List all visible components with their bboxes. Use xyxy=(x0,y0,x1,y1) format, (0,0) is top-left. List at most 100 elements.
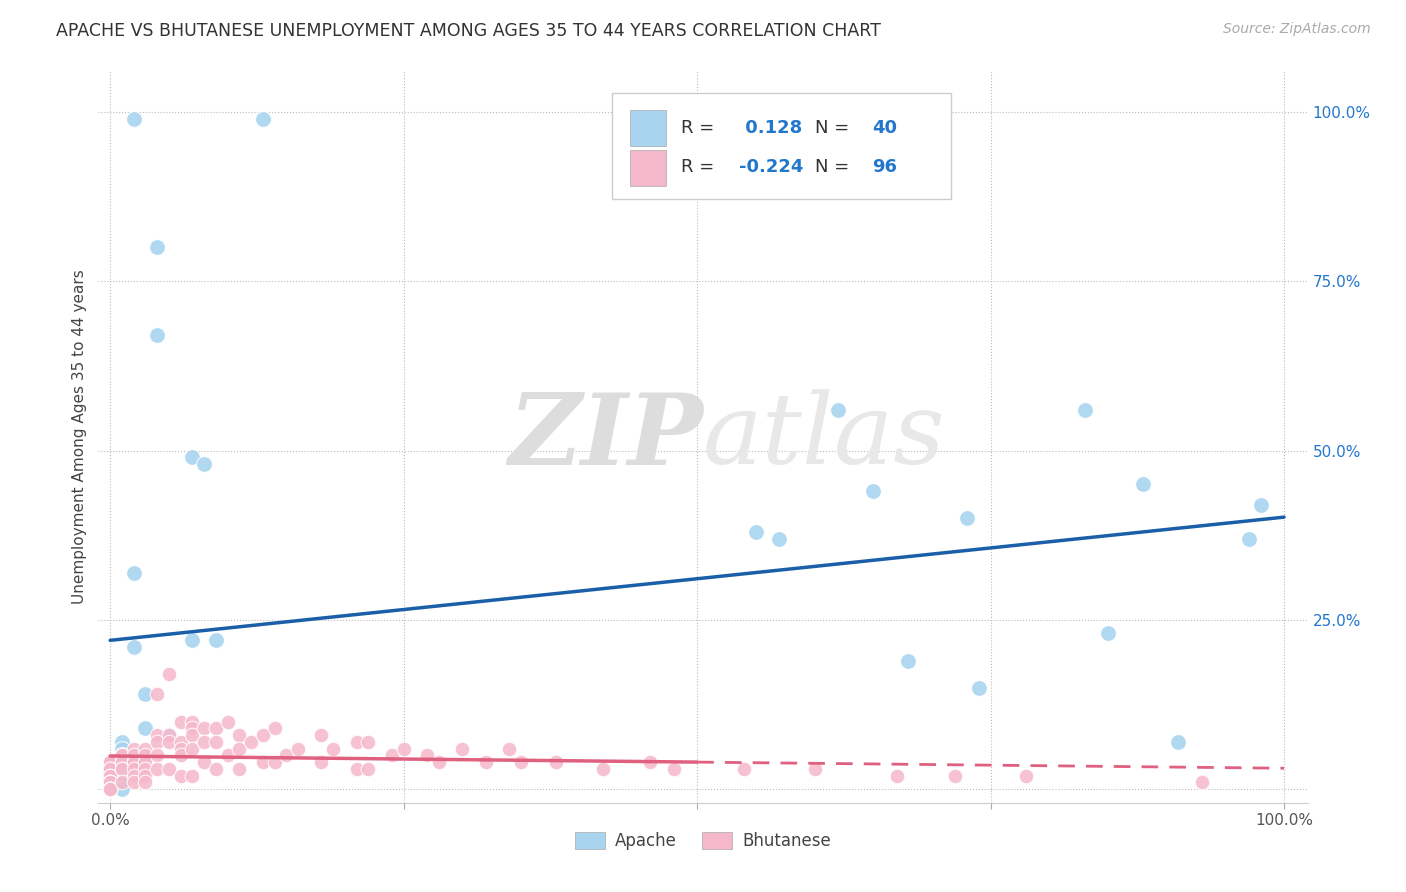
Point xyxy=(98,762,121,776)
Point xyxy=(1132,477,1154,491)
Point xyxy=(392,741,415,756)
Point xyxy=(111,748,134,763)
Point xyxy=(111,775,134,789)
FancyBboxPatch shape xyxy=(613,94,950,200)
Point xyxy=(98,769,121,783)
Point xyxy=(98,782,121,797)
Point xyxy=(381,748,404,763)
Point xyxy=(240,735,263,749)
Point xyxy=(122,741,145,756)
Point xyxy=(98,775,121,789)
Point xyxy=(956,511,979,525)
Point xyxy=(252,112,274,126)
Point xyxy=(357,762,380,776)
Point xyxy=(886,769,908,783)
Point xyxy=(357,735,380,749)
Point xyxy=(181,450,204,465)
Point xyxy=(157,735,180,749)
Point xyxy=(546,755,568,769)
Point xyxy=(157,667,180,681)
FancyBboxPatch shape xyxy=(630,111,665,146)
Point xyxy=(768,532,790,546)
Point xyxy=(98,762,121,776)
Point xyxy=(252,728,274,742)
Point xyxy=(98,769,121,783)
Point xyxy=(1073,403,1095,417)
Point xyxy=(98,775,121,789)
Point xyxy=(181,728,204,742)
Point xyxy=(111,755,134,769)
Text: R =: R = xyxy=(682,159,720,177)
Point xyxy=(311,755,333,769)
Point xyxy=(204,762,226,776)
Point xyxy=(346,762,368,776)
Point xyxy=(193,755,215,769)
Point xyxy=(263,721,285,735)
Point xyxy=(311,728,333,742)
Point xyxy=(111,748,134,763)
Point xyxy=(169,769,191,783)
Point xyxy=(1250,498,1272,512)
Point xyxy=(111,748,134,763)
Point xyxy=(862,484,884,499)
Point xyxy=(134,721,156,735)
Point xyxy=(204,735,226,749)
Point xyxy=(98,755,121,769)
Point xyxy=(169,714,191,729)
Point xyxy=(287,741,309,756)
Point xyxy=(181,741,204,756)
Point xyxy=(134,775,156,789)
Point xyxy=(98,755,121,769)
Text: atlas: atlas xyxy=(703,390,946,484)
Point xyxy=(1097,626,1119,640)
Point xyxy=(111,755,134,769)
Point xyxy=(1191,775,1213,789)
Y-axis label: Unemployment Among Ages 35 to 44 years: Unemployment Among Ages 35 to 44 years xyxy=(72,269,87,605)
Point xyxy=(134,769,156,783)
Text: ZIP: ZIP xyxy=(508,389,703,485)
Point xyxy=(146,728,169,742)
Point xyxy=(228,728,250,742)
Point xyxy=(204,721,226,735)
Point xyxy=(228,741,250,756)
Point xyxy=(122,762,145,776)
Point xyxy=(122,769,145,783)
Text: N =: N = xyxy=(815,119,855,136)
Point xyxy=(745,524,768,539)
Point xyxy=(181,769,204,783)
Text: APACHE VS BHUTANESE UNEMPLOYMENT AMONG AGES 35 TO 44 YEARS CORRELATION CHART: APACHE VS BHUTANESE UNEMPLOYMENT AMONG A… xyxy=(56,22,882,40)
Point xyxy=(228,762,250,776)
Point xyxy=(827,403,849,417)
Point xyxy=(146,240,169,254)
Point xyxy=(98,762,121,776)
Point xyxy=(157,728,180,742)
Point xyxy=(510,755,533,769)
Point xyxy=(122,566,145,580)
Point xyxy=(146,762,169,776)
Point xyxy=(111,775,134,789)
Text: 40: 40 xyxy=(872,119,897,136)
Point xyxy=(122,640,145,654)
Point xyxy=(1015,769,1038,783)
Point xyxy=(98,782,121,797)
Point xyxy=(157,728,180,742)
Point xyxy=(122,755,145,769)
Point xyxy=(263,755,285,769)
Point xyxy=(134,688,156,702)
Point xyxy=(897,654,920,668)
Point xyxy=(193,721,215,735)
Point xyxy=(122,755,145,769)
Point xyxy=(111,762,134,776)
Point xyxy=(416,748,439,763)
Point xyxy=(111,741,134,756)
Point xyxy=(1237,532,1260,546)
Point xyxy=(169,748,191,763)
Point xyxy=(98,775,121,789)
Text: -0.224: -0.224 xyxy=(740,159,804,177)
Point xyxy=(217,714,239,729)
Point xyxy=(146,328,169,343)
Point xyxy=(638,755,661,769)
Point xyxy=(322,741,344,756)
FancyBboxPatch shape xyxy=(630,150,665,186)
Point xyxy=(122,748,145,763)
